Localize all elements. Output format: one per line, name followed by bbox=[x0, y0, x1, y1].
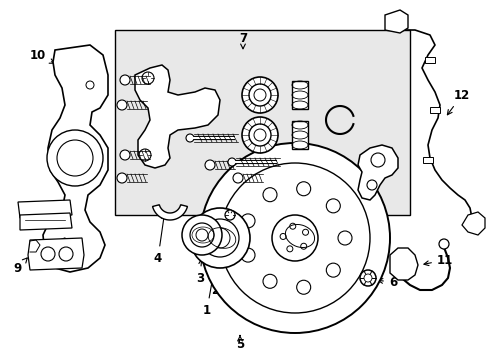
Polygon shape bbox=[135, 65, 220, 168]
Bar bbox=[429, 107, 439, 113]
Circle shape bbox=[241, 214, 255, 228]
Bar bbox=[291, 81, 307, 109]
Circle shape bbox=[201, 219, 239, 257]
Text: 5: 5 bbox=[235, 336, 244, 351]
Circle shape bbox=[366, 180, 376, 190]
Circle shape bbox=[190, 208, 249, 268]
Circle shape bbox=[263, 274, 276, 288]
Text: 3: 3 bbox=[196, 259, 203, 284]
Circle shape bbox=[242, 117, 278, 153]
Circle shape bbox=[300, 243, 306, 249]
Text: 2: 2 bbox=[210, 222, 228, 297]
Polygon shape bbox=[28, 238, 84, 270]
Polygon shape bbox=[20, 213, 72, 230]
Circle shape bbox=[263, 188, 276, 202]
Bar bbox=[291, 121, 307, 149]
Text: 7: 7 bbox=[239, 32, 246, 49]
Text: 4: 4 bbox=[154, 214, 166, 265]
Circle shape bbox=[204, 160, 215, 170]
Circle shape bbox=[438, 239, 448, 249]
Bar bbox=[424, 57, 434, 63]
Polygon shape bbox=[357, 145, 397, 200]
Circle shape bbox=[117, 173, 127, 183]
Circle shape bbox=[117, 100, 127, 110]
Circle shape bbox=[241, 248, 255, 262]
Circle shape bbox=[359, 270, 375, 286]
Circle shape bbox=[296, 182, 310, 196]
Circle shape bbox=[280, 234, 285, 239]
Circle shape bbox=[232, 173, 243, 183]
Circle shape bbox=[296, 280, 310, 294]
Polygon shape bbox=[45, 238, 68, 265]
Circle shape bbox=[242, 77, 278, 113]
Circle shape bbox=[286, 246, 292, 252]
Circle shape bbox=[370, 153, 384, 167]
Circle shape bbox=[325, 199, 340, 213]
Circle shape bbox=[41, 247, 55, 261]
Polygon shape bbox=[384, 10, 407, 33]
Circle shape bbox=[363, 274, 371, 282]
Circle shape bbox=[142, 72, 154, 84]
Circle shape bbox=[224, 210, 235, 220]
Circle shape bbox=[196, 229, 207, 241]
Circle shape bbox=[59, 247, 73, 261]
Polygon shape bbox=[461, 212, 484, 235]
Circle shape bbox=[227, 158, 236, 166]
Circle shape bbox=[200, 143, 389, 333]
Text: 9: 9 bbox=[14, 258, 27, 275]
Circle shape bbox=[120, 150, 130, 160]
Circle shape bbox=[325, 263, 340, 277]
Text: 8: 8 bbox=[347, 199, 366, 234]
Text: 1: 1 bbox=[203, 269, 215, 316]
Bar bbox=[422, 157, 432, 163]
Text: 12: 12 bbox=[447, 89, 469, 115]
Circle shape bbox=[248, 124, 270, 146]
Circle shape bbox=[289, 223, 295, 229]
Text: 10: 10 bbox=[30, 49, 54, 63]
Circle shape bbox=[139, 149, 151, 161]
Circle shape bbox=[337, 231, 351, 245]
Text: 6: 6 bbox=[377, 275, 396, 288]
Circle shape bbox=[248, 84, 270, 106]
Bar bbox=[115, 30, 409, 215]
Circle shape bbox=[185, 134, 194, 142]
Circle shape bbox=[190, 223, 214, 247]
Circle shape bbox=[47, 130, 103, 186]
Circle shape bbox=[120, 75, 130, 85]
Circle shape bbox=[182, 215, 222, 255]
Circle shape bbox=[57, 140, 93, 176]
Polygon shape bbox=[152, 205, 187, 220]
Polygon shape bbox=[18, 200, 72, 218]
Circle shape bbox=[209, 228, 229, 248]
Circle shape bbox=[220, 163, 369, 313]
Circle shape bbox=[271, 215, 317, 261]
Polygon shape bbox=[389, 248, 417, 280]
Polygon shape bbox=[43, 45, 108, 272]
Text: 11: 11 bbox=[423, 253, 452, 266]
Circle shape bbox=[302, 229, 308, 235]
